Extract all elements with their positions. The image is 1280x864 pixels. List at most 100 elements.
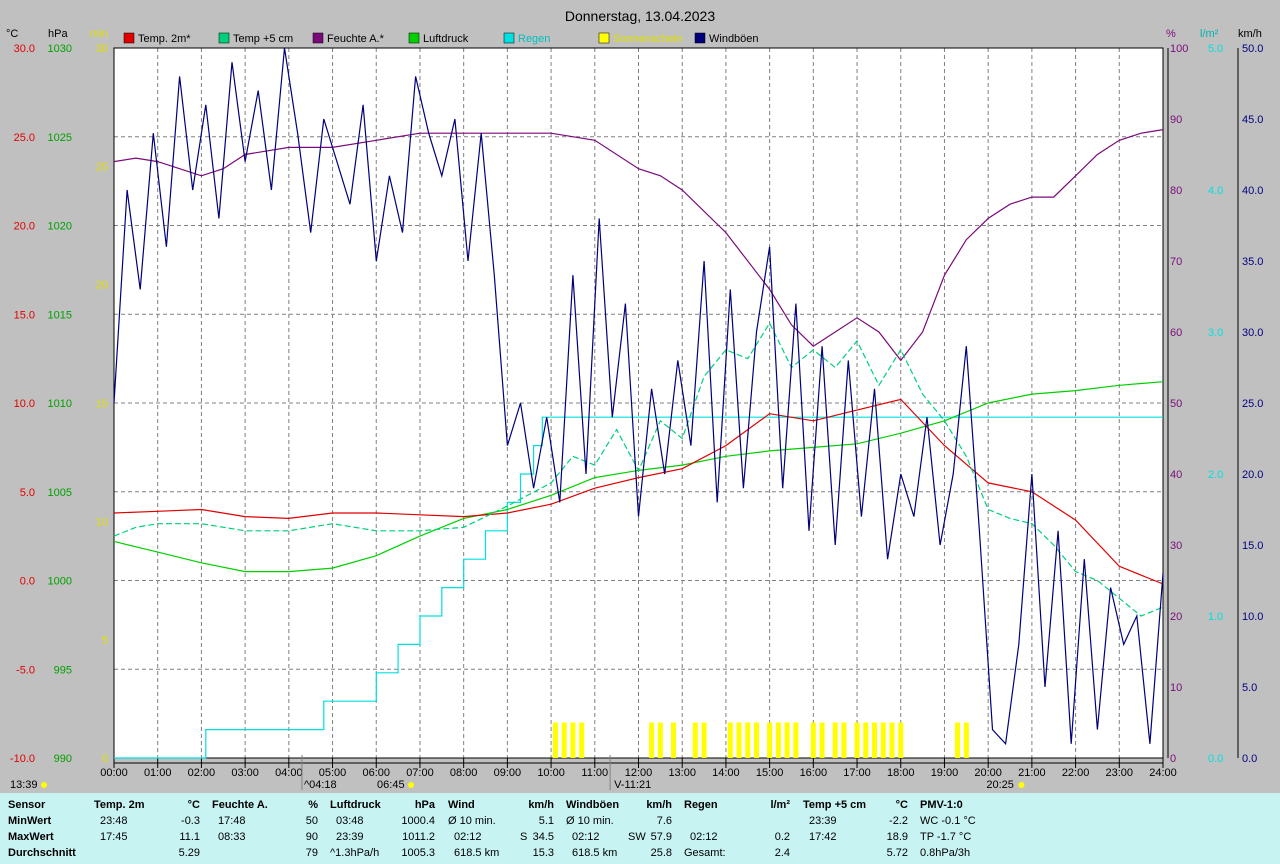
pressure-header: Luftdruck <box>330 799 381 811</box>
sun-axis-tick-label: 0 <box>102 753 108 765</box>
sunrise-label: 06:45 <box>377 779 405 791</box>
gust-max-value: 57.9 <box>650 831 672 843</box>
sunshine-bar <box>784 722 790 758</box>
legend-swatch <box>503 32 515 44</box>
wind-axis-tick-label: 15.0 <box>1242 540 1263 552</box>
sunshine-bar <box>579 722 585 758</box>
wind-axis-tick-label: 20.0 <box>1242 469 1263 481</box>
humidity-avg: 79 <box>305 847 318 859</box>
sunshine-bar <box>819 722 825 758</box>
temp2m-max-value: 11.1 <box>179 831 200 843</box>
pressure-axis-tick-label: 1000 <box>48 576 72 588</box>
x-tick-label: 06:00 <box>362 767 390 779</box>
sunshine-bar <box>889 722 895 758</box>
rain-max-time: 02:12 <box>690 831 718 843</box>
temp5cm-avg: 5.72 <box>886 847 908 859</box>
humidity-min-value: 50 <box>305 815 318 827</box>
rain-axis-tick-label: 4.0 <box>1208 185 1223 197</box>
x-tick-label: 23:00 <box>1106 767 1134 779</box>
temp5cm-min-value: -2.2 <box>889 815 908 827</box>
time-marker-label: ^04:18 <box>304 779 337 791</box>
sun-axis-tick-label: 20 <box>96 280 108 292</box>
sun-axis-tick-label: 25 <box>96 161 108 173</box>
temp-unit: °C <box>6 28 18 40</box>
pressure-min-time: 03:48 <box>336 815 364 827</box>
legend-label: Regen <box>518 33 550 45</box>
row-header-min: MinWert <box>8 815 52 827</box>
humidity-max-value: 90 <box>305 831 318 843</box>
temp-axis-tick-label: 0.0 <box>20 576 35 588</box>
temp2m-min-value: -0.3 <box>181 815 200 827</box>
humidity-axis-tick-label: 90 <box>1170 114 1182 126</box>
x-tick-label: 18:00 <box>887 767 915 779</box>
temp-axis-tick-label: -5.0 <box>16 664 35 676</box>
wind-unit: km/h <box>1238 28 1262 40</box>
legend-label: Feuchte A.* <box>327 33 385 45</box>
grid <box>114 48 1163 758</box>
x-tick-label: 00:00 <box>100 767 128 779</box>
sunshine-bar <box>692 722 698 758</box>
sunshine-bar <box>810 722 816 758</box>
pressure-unit: hPa <box>48 28 68 40</box>
gust-min-value: 7.6 <box>656 815 672 827</box>
wind-axis-tick-label: 45.0 <box>1242 114 1263 126</box>
gust-unit: km/h <box>646 799 672 811</box>
sunshine-bar <box>963 722 969 758</box>
humidity-unit: % <box>1166 28 1176 40</box>
x-tick-label: 08:00 <box>450 767 478 779</box>
pressure-max-value: 1011.2 <box>402 831 435 843</box>
rain-axis-tick-label: 3.0 <box>1208 327 1223 339</box>
legend-label: Windböen <box>709 33 759 45</box>
sunshine-bar <box>775 722 781 758</box>
pressure-axis-tick-label: 1025 <box>48 132 72 144</box>
temp5cm-unit: °C <box>895 799 908 811</box>
humidity-axis-tick-label: 70 <box>1170 256 1182 268</box>
series-windb-en <box>113 47 1164 746</box>
temp-axis-tick-label: 30.0 <box>14 43 35 55</box>
x-tick-label: 15:00 <box>756 767 784 779</box>
x-tick-label: 20:00 <box>974 767 1002 779</box>
gust-distance: 618.5 km <box>572 847 618 859</box>
temp5cm-max-value: 18.9 <box>886 831 908 843</box>
wind-axis-tick-label: 10.0 <box>1242 611 1263 623</box>
rain-unit: l/m² <box>770 799 790 811</box>
series-temp-2m <box>113 398 1164 585</box>
legend-swatch <box>598 32 610 44</box>
rain-total: 2.4 <box>774 847 790 859</box>
sunshine-bar <box>701 722 707 758</box>
sunshine-bar <box>793 722 799 758</box>
rain-max-value: 0.2 <box>774 831 790 843</box>
rain-unit: l/m² <box>1200 28 1219 40</box>
wind-max-time: 02:12 <box>454 831 482 843</box>
rain-total-label: Gesamt: <box>684 847 726 859</box>
legend-label: Temp +5 cm <box>233 33 293 45</box>
legend-swatch <box>312 32 324 44</box>
legend-label: Luftdruck <box>423 33 469 45</box>
temp-axis-tick-label: 25.0 <box>14 132 35 144</box>
wind-distance: 618.5 km <box>454 847 500 859</box>
rain-axis-tick-label: 5.0 <box>1208 43 1223 55</box>
pressure-max-time: 23:39 <box>336 831 364 843</box>
x-tick-label: 12:00 <box>625 767 653 779</box>
legend-label: Sonnenschein <box>613 33 683 45</box>
corner-time: 13:39 <box>10 779 38 791</box>
gust-max-dir: SW <box>628 831 646 843</box>
sunshine-bar <box>670 722 676 758</box>
legend-label: Temp. 2m* <box>138 33 191 45</box>
rain-axis-tick-label: 1.0 <box>1208 611 1223 623</box>
sunshine-bar <box>552 722 558 758</box>
wind-max-value: 34.5 <box>532 831 554 843</box>
wind-axis-tick-label: 30.0 <box>1242 327 1263 339</box>
rain-axis-tick-label: 0.0 <box>1208 753 1223 765</box>
humidity-header: Feuchte A. <box>212 799 268 811</box>
pmv-wc: WC -0.1 °C <box>920 815 976 827</box>
pmv-tp: TP -1.7 °C <box>920 831 972 843</box>
humidity-axis-tick-label: 40 <box>1170 469 1182 481</box>
legend-swatch <box>218 32 230 44</box>
sunshine-bar <box>872 722 878 758</box>
legend-swatch <box>123 32 135 44</box>
sunshine-bar <box>832 722 838 758</box>
pressure-axis-tick-label: 1015 <box>48 309 72 321</box>
series <box>113 47 1164 759</box>
pressure-axis-tick-label: 1030 <box>48 43 72 55</box>
